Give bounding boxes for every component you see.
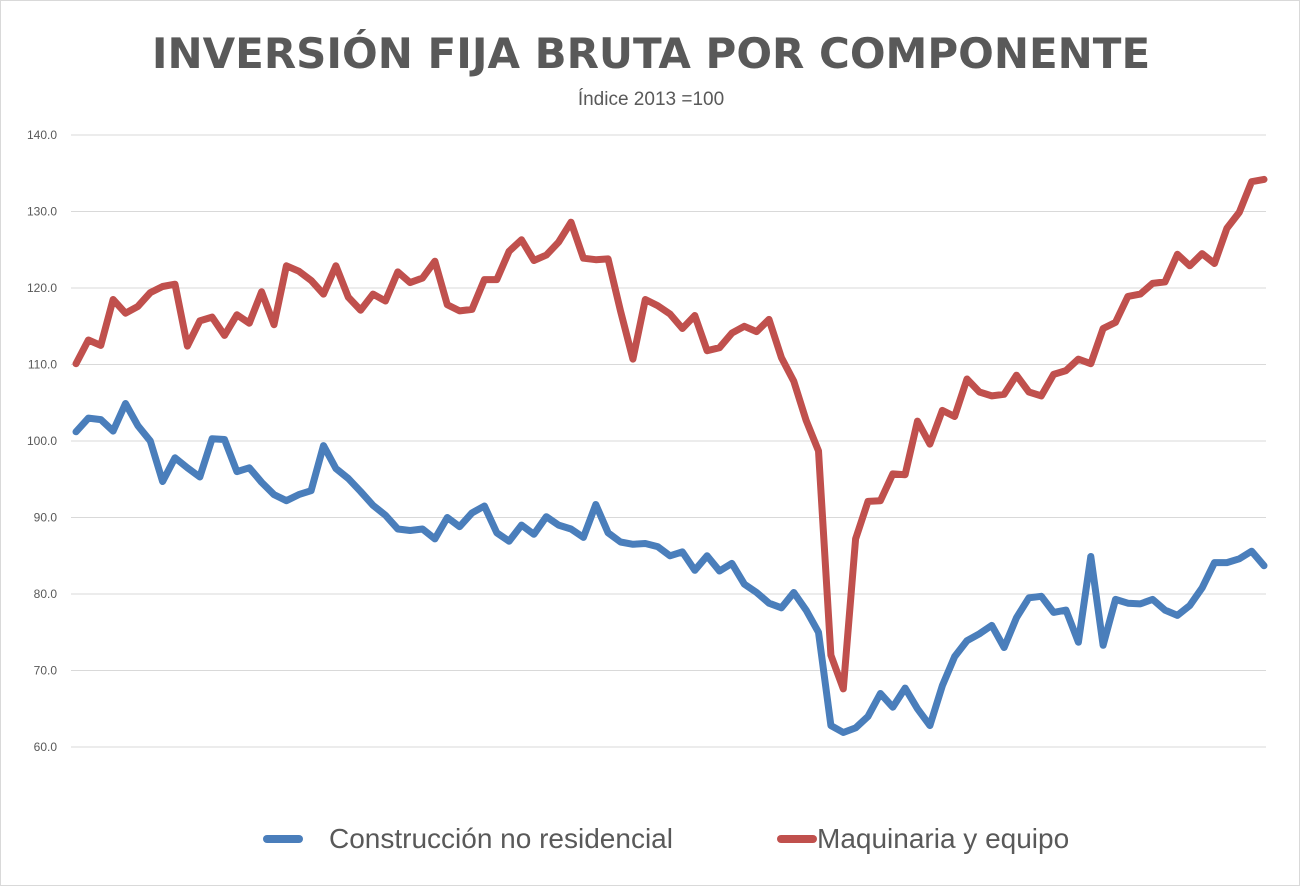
legend-label-maquinaria: Maquinaria y equipo [817,823,1070,854]
legend-item-construccion: Construcción no residencial [263,819,673,859]
y-tick-label: 130.0 [27,205,57,219]
chart-subtitle: Índice 2013 =100 [577,89,725,110]
y-tick-label: 70.0 [34,664,58,678]
series-line-maquinaria [72,175,1268,693]
legend-label-construccion: Construcción no residencial [329,823,673,854]
legend-swatch-maquinaria [777,835,817,843]
y-tick-label: 90.0 [34,511,58,525]
legend-item-maquinaria: Maquinaria y equipo [777,819,1069,859]
series-line-construccion [72,400,1268,736]
y-tick-label: 110.0 [28,358,57,372]
y-tick-label: 140.0 [27,128,57,142]
series-lines [72,175,1268,736]
y-tick-label: 80.0 [34,587,58,601]
chart-title: INVERSIÓN FIJA BRUTA POR COMPONENTE [151,29,1151,78]
y-tick-label: 120.0 [27,281,57,295]
y-tick-label: 60.0 [34,740,58,754]
gridlines [71,134,1266,748]
y-tick-label: 100.0 [27,434,57,448]
y-axis-tick-labels: 60.0 70.0 80.0 90.0 100.0 110.0 120.0 130.0 140.… [27,128,57,754]
legend-swatch-construccion [263,835,303,843]
